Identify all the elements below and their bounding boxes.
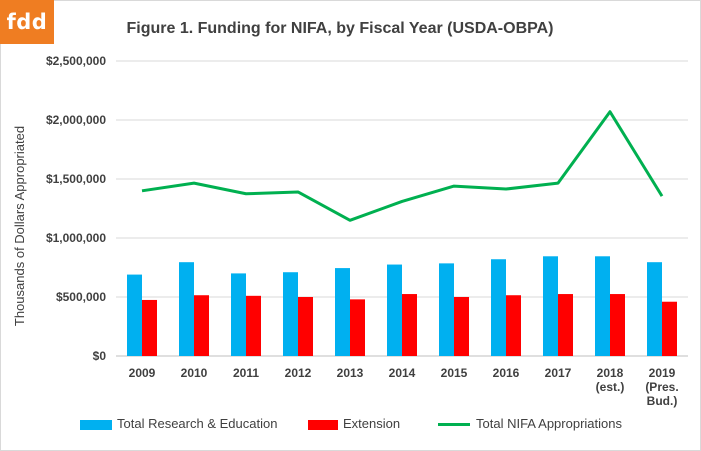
bar-research-education <box>335 268 350 356</box>
legend-label: Extension <box>343 416 401 431</box>
x-tick-label: 2015 <box>441 366 468 380</box>
bar-extension <box>246 295 261 356</box>
bar-research-education <box>127 274 142 356</box>
x-tick-label: 2009 <box>129 366 156 380</box>
legend-swatch <box>308 420 338 430</box>
legend-swatch <box>438 423 470 426</box>
legend-label: Total NIFA Appropriations <box>476 416 622 431</box>
x-tick-label: 2018 (est.) <box>596 366 625 394</box>
bar-extension <box>194 295 209 356</box>
bar-extension <box>558 294 573 356</box>
bars <box>127 256 677 356</box>
y-tick-label: $0 <box>93 349 107 363</box>
bar-extension <box>298 297 313 356</box>
line-total-nifa <box>141 110 664 222</box>
bar-research-education <box>543 256 558 356</box>
bar-research-education <box>179 262 194 356</box>
bar-extension <box>506 295 521 356</box>
chart-title: Figure 1. Funding for NIFA, by Fiscal Ye… <box>126 20 554 37</box>
x-tick-label: 2011 <box>233 366 259 380</box>
bar-extension <box>662 301 677 356</box>
y-tick-label: $2,000,000 <box>46 113 106 127</box>
y-tick-label: $1,000,000 <box>46 231 106 245</box>
line-series <box>141 110 664 222</box>
bar-research-education <box>231 273 246 356</box>
legend-swatch <box>80 420 112 430</box>
x-tick-label: 2014 <box>389 366 416 380</box>
bar-research-education <box>491 259 506 356</box>
y-tick-labels: $0 $500,000 $1,000,000 $1,500,000 $2,000,000… <box>46 54 106 363</box>
legend: Total Research & Education Extension Total… <box>0 414 701 434</box>
x-tick-label: 2016 <box>493 366 520 380</box>
y-tick-label: $1,500,000 <box>46 172 106 186</box>
bar-research-education <box>647 262 662 356</box>
bar-research-education <box>439 263 454 356</box>
bar-research-education <box>283 272 298 356</box>
legend-label: Total Research & Education <box>117 416 278 431</box>
bar-extension <box>454 297 469 356</box>
bar-research-education <box>595 256 610 356</box>
x-tick-label: 2010 <box>181 366 208 380</box>
x-tick-labels: 2009 2010 2011 2012 2013 2014 2015 2016 2017 2018… <box>129 366 679 408</box>
fdd-logo: fdd <box>0 0 54 44</box>
y-tick-label: $2,500,000 <box>46 54 106 68</box>
x-tick-label: 2012 <box>285 366 312 380</box>
x-tick-label: 2013 <box>337 366 364 380</box>
y-axis-label: Thousands of Dollars Appropriated <box>12 126 27 326</box>
bar-extension <box>610 294 625 356</box>
x-tick-label: 2017 <box>545 366 572 380</box>
bar-extension <box>350 299 365 356</box>
y-tick-label: $500,000 <box>56 290 106 304</box>
x-tick-label: 2019 (Pres. Bud.) <box>645 366 678 408</box>
bar-extension <box>402 294 417 356</box>
bar-extension <box>142 299 157 356</box>
bar-research-education <box>387 264 402 356</box>
